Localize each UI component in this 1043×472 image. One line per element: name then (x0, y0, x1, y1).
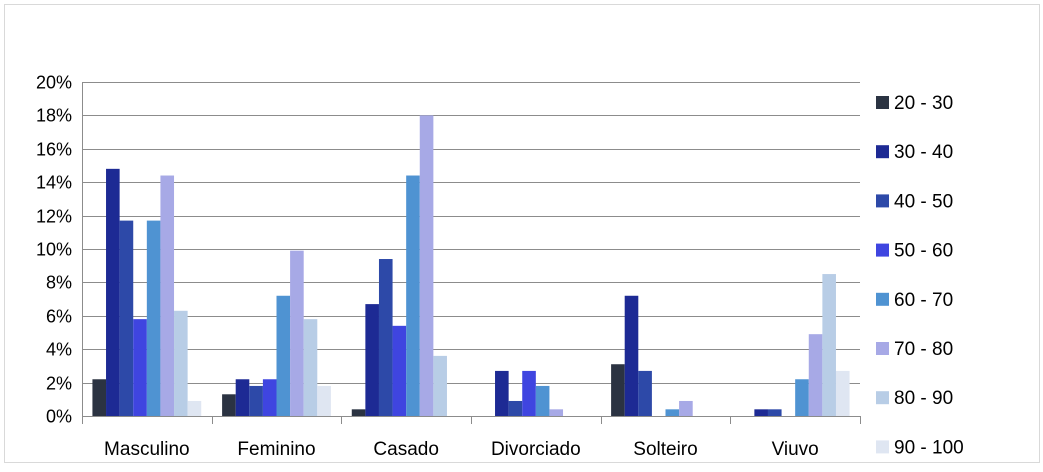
bar (624, 295, 639, 416)
bar (92, 379, 107, 416)
bar (174, 310, 188, 416)
bar (276, 295, 291, 416)
legend-swatch (876, 243, 889, 257)
bar (222, 394, 236, 416)
bar (351, 409, 366, 416)
legend-swatch (876, 342, 889, 355)
legend-swatch (876, 391, 889, 405)
bar (187, 400, 202, 416)
bar (392, 325, 407, 416)
legend-label: 70 - 80 (894, 339, 953, 360)
y-tick-label: 18% (36, 106, 72, 126)
bar (508, 400, 523, 416)
bar (611, 364, 625, 416)
x-tick-label: Masculino (104, 439, 190, 460)
bar (665, 409, 680, 416)
axes: 0% 2% 4% 6% 8% 10% 12% 14% 16% 18% 20% Masculino Fem… (36, 73, 861, 460)
y-tick-label: 12% (36, 207, 72, 227)
bar (378, 259, 393, 416)
x-tick-label: Solteiro (633, 439, 697, 460)
y-tick-label: 8% (46, 273, 72, 293)
y-tick-label: 2% (46, 374, 72, 394)
bar (133, 319, 147, 416)
legend-swatch (876, 96, 889, 109)
bar (433, 355, 447, 416)
legend-label: 20 - 30 (894, 93, 953, 114)
x-tick-label: Feminino (237, 439, 315, 460)
y-tick-label: 16% (36, 140, 72, 160)
bar (808, 334, 823, 416)
legend-swatch (876, 194, 889, 208)
bar (317, 385, 331, 416)
bar (679, 400, 693, 416)
bar (249, 385, 263, 416)
bar (303, 319, 318, 416)
legend-label: 40 - 50 (894, 191, 953, 212)
legend-swatch (876, 440, 889, 454)
legend-label: 60 - 70 (894, 290, 953, 311)
bar (754, 409, 768, 416)
bar (235, 379, 250, 416)
bar (146, 220, 161, 416)
x-tick-label: Divorciado (491, 439, 581, 460)
y-tick-label: 6% (46, 307, 72, 327)
bar (119, 220, 134, 416)
legend-label: 90 - 100 (894, 437, 964, 458)
bar (290, 250, 304, 416)
x-tick-label: Viuvo (772, 439, 819, 460)
bars (92, 115, 850, 417)
bar (795, 379, 809, 416)
y-tick-label: 0% (46, 407, 72, 427)
bar (495, 370, 509, 416)
y-tick-label: 20% (36, 73, 72, 93)
legend-label: 80 - 90 (894, 388, 953, 409)
bar (419, 115, 434, 417)
bar (365, 304, 379, 416)
bar (549, 409, 564, 416)
bar (535, 385, 550, 416)
x-tick-label: Casado (373, 439, 439, 460)
legend-label: 30 - 40 (894, 142, 953, 163)
legend-label: 50 - 60 (894, 241, 953, 262)
bar (822, 274, 836, 416)
bar (106, 168, 120, 416)
legend-swatch (876, 292, 889, 306)
y-tick-label: 4% (46, 340, 72, 360)
bar (406, 175, 420, 416)
gridlines (82, 82, 860, 384)
bar (522, 370, 536, 416)
legend-swatch (876, 145, 889, 159)
y-tick-label: 10% (36, 240, 72, 260)
bar (262, 379, 277, 416)
bar (638, 370, 652, 416)
bar (767, 409, 782, 416)
bar (835, 370, 850, 416)
bar (160, 175, 175, 416)
legend: 20 - 30 30 - 40 40 - 50 50 - 60 60 - 70 70 - … (876, 93, 964, 458)
y-tick-label: 14% (36, 173, 72, 193)
